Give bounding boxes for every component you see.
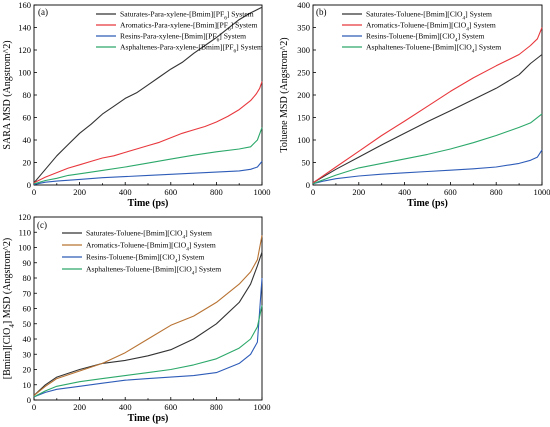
chart-panel-3: 0 200 400 600 800 1000 0 10 20 30 40 50 60 70 80 90 100 1… [2, 212, 271, 424]
panel-label: (a) [38, 7, 48, 17]
y-tick-label: 110 [19, 227, 31, 237]
series-line-1 [33, 251, 263, 396]
legend: Saturates-Toluene-[Bmim][ClO4] SystemAro… [62, 229, 221, 277]
x-axis-label: Time (ps) [407, 198, 448, 209]
legend-label: Saturates-Toluene-[Bmim][ClO4] System [86, 229, 212, 241]
series-line-4 [33, 305, 263, 398]
y-tick-label: 200 [297, 90, 310, 100]
series-line-4 [312, 113, 543, 185]
y-tick-label: 350 [297, 23, 310, 33]
y-tick-label: 0 [27, 180, 31, 190]
y-tick-label: 160 [18, 0, 31, 10]
x-tick-label: 1000 [534, 187, 550, 197]
x-axis-label: Time (ps) [128, 413, 169, 424]
y-tick-label: 0 [27, 395, 31, 405]
y-tick-label: 10 [23, 380, 32, 390]
legend-label: Saturates-Toluene-[Bmim][ClO4] System [366, 10, 492, 22]
series-line-2 [312, 27, 543, 184]
legend-label: Asphaltenes-Toluene-[Bmim][ClO4] System [86, 265, 221, 277]
y-tick-label: 20 [23, 158, 32, 168]
legend-label: Asphaltenes-Toluene-[Bmim][ClO4] System [366, 43, 501, 55]
series-line-2 [33, 235, 263, 396]
y-tick-label: 0 [306, 180, 310, 190]
x-tick-label: 0 [32, 402, 36, 412]
y-tick-label: 20 [23, 365, 32, 375]
x-tick-label: 800 [490, 187, 503, 197]
legend-label: Aromatics-Toluene-[Bmim][ClO4] System [86, 241, 216, 253]
y-tick-label: 120 [18, 212, 31, 222]
y-tick-label: 90 [23, 258, 32, 268]
y-tick-label: 120 [18, 45, 31, 55]
legend: Saturates-Para-xylene-[Bmim][PF6] System… [96, 10, 263, 55]
x-axis-label: Time (ps) [128, 198, 169, 209]
x-tick-label: 400 [119, 187, 132, 197]
y-axis-label: SARA MSD (Angstrom^2) [2, 40, 13, 149]
y-tick-label: 100 [297, 135, 310, 145]
series-line-4 [33, 127, 263, 185]
y-tick-label: 50 [302, 158, 311, 168]
legend-label: Resins-Toluene-[Bmim][ClO4] System [366, 32, 484, 44]
y-tick-label: 60 [23, 304, 32, 314]
x-tick-label: 800 [210, 187, 223, 197]
y-tick-label: 80 [23, 90, 32, 100]
x-tick-label: 400 [398, 187, 411, 197]
y-tick-label: 40 [23, 135, 32, 145]
x-tick-label: 400 [119, 402, 132, 412]
y-tick-label: 30 [23, 349, 32, 359]
panel-label: (b) [316, 7, 327, 17]
series-line-2 [33, 81, 263, 184]
y-axis-label: [Bmim][ClO4] MSD (Angstrom^2) [2, 238, 16, 380]
series-line-3 [33, 161, 263, 185]
x-tick-label: 200 [73, 187, 86, 197]
x-tick-label: 0 [311, 187, 315, 197]
legend-label: Aromatics-Toluene-[Bmim][ClO4] System [366, 21, 496, 33]
x-tick-label: 600 [164, 187, 177, 197]
y-tick-label: 80 [23, 273, 32, 283]
legend-label: Saturates-Para-xylene-[Bmim][PF6] System [120, 10, 254, 22]
x-tick-label: 1000 [254, 187, 271, 197]
y-tick-label: 50 [23, 319, 32, 329]
series-line-1 [33, 6, 263, 184]
legend-label: Aromatics-Para-xylene-[Bmim][PF6] System [120, 21, 258, 33]
x-tick-label: 1000 [254, 402, 271, 412]
y-tick-label: 150 [297, 113, 310, 123]
y-tick-label: 100 [18, 243, 31, 253]
x-tick-label: 600 [444, 187, 457, 197]
legend-label: Resins-Toluene-[Bmim][ClO4] System [86, 253, 204, 265]
chart-panel-2: 0 200 400 600 800 1000 0 50 100 150 200 250 300 350 40… [279, 0, 550, 209]
x-tick-label: 800 [210, 402, 223, 412]
x-tick-label: 0 [32, 187, 36, 197]
x-tick-label: 600 [164, 402, 177, 412]
chart-panel-1: 0 200 400 600 800 1000 0 20 40 60 80 100 120 140 160 Ti… [2, 0, 271, 209]
x-tick-label: 200 [73, 402, 86, 412]
y-tick-label: 100 [18, 68, 31, 78]
series-line-3 [312, 149, 543, 185]
panel-label: (c) [37, 220, 47, 230]
series-line-1 [312, 54, 543, 184]
y-tick-label: 250 [297, 68, 310, 78]
y-axis-label: Toluene MSD (Angstrom^2) [279, 37, 290, 152]
y-tick-label: 300 [297, 45, 310, 55]
y-tick-label: 70 [23, 288, 32, 298]
legend: Saturates-Toluene-[Bmim][ClO4] SystemAro… [342, 10, 501, 55]
legend-label: Asphaltenes-Para-xylene-[Bmim][PF6] Syst… [120, 43, 263, 55]
legend-label: Resins-Para-xylene-[Bmim][PF6] System [120, 32, 246, 44]
y-tick-label: 60 [23, 113, 32, 123]
x-tick-label: 200 [352, 187, 365, 197]
y-tick-label: 400 [297, 0, 310, 10]
y-tick-label: 140 [18, 23, 31, 33]
y-tick-label: 40 [23, 334, 32, 344]
series-line-3 [33, 277, 263, 398]
